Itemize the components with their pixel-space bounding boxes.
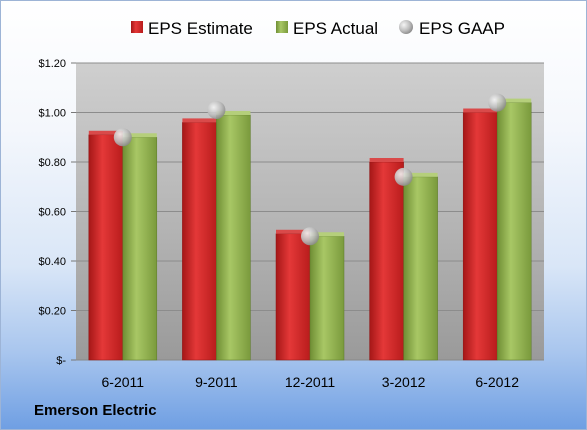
y-tick-label: $1.00 [38, 108, 66, 120]
x-category-label: 12-2011 [285, 374, 336, 390]
bar-eps-estimate [275, 233, 311, 361]
bar-eps-estimate [369, 161, 404, 361]
bar-eps-actual [496, 102, 532, 361]
bar-eps-actual-cap [497, 98, 532, 103]
y-tick-label: $1.20 [38, 58, 66, 70]
bar-eps-estimate [462, 112, 498, 361]
bar-eps-estimate [182, 122, 217, 361]
x-category-label: 6-2012 [475, 374, 519, 390]
bar-eps-estimate-cap [182, 118, 217, 123]
legend-swatch-gaap [399, 20, 413, 34]
y-axis-ticks: $- $0.20 $0.40 $0.60 $0.80 $1.00 $1.20 [38, 58, 76, 367]
y-tick-label: $0.20 [38, 306, 66, 318]
bar-eps-estimate-cap [369, 158, 404, 162]
bar-eps-estimate-cap [463, 108, 498, 113]
y-tick-label: $0.40 [38, 256, 66, 268]
marker-eps-gaap [394, 167, 413, 186]
marker-eps-gaap [488, 93, 507, 112]
legend-swatch-estimate [131, 21, 143, 33]
y-tick-label: $0.60 [38, 207, 66, 219]
x-category-label: 6-2011 [102, 374, 145, 390]
x-category-label: 9-2011 [195, 374, 238, 390]
bar-eps-actual [216, 114, 251, 361]
bar-eps-actual [122, 137, 158, 361]
bar-eps-estimate-cap [276, 229, 310, 234]
legend-label-gaap: EPS GAAP [419, 19, 505, 38]
y-tick-label: $- [56, 355, 66, 367]
bar-eps-actual [309, 236, 345, 361]
bar-eps-actual-cap [122, 133, 157, 138]
bars [88, 98, 532, 361]
x-category-label: 3-2012 [382, 374, 426, 390]
gaap-markers [113, 93, 507, 246]
y-tick-label: $0.80 [38, 157, 66, 169]
company-name: Emerson Electric [34, 402, 157, 419]
legend-label-estimate: EPS Estimate [148, 19, 253, 38]
bar-eps-actual-cap [310, 232, 344, 237]
bar-eps-actual-cap [403, 172, 438, 177]
marker-eps-gaap [207, 101, 226, 120]
x-axis-labels: 6-2011 9-2011 12-2011 3-2012 6-2012 [102, 374, 520, 390]
bar-eps-actual-cap [216, 110, 251, 115]
bar-eps-estimate-cap [88, 130, 123, 135]
legend-label-actual: EPS Actual [293, 19, 378, 38]
bar-eps-actual [403, 176, 438, 361]
legend-swatch-actual [276, 21, 288, 33]
bar-eps-estimate [88, 134, 124, 361]
marker-eps-gaap [113, 128, 132, 147]
legend: EPS Estimate EPS Actual EPS GAAP [131, 19, 505, 38]
marker-eps-gaap [301, 227, 319, 246]
